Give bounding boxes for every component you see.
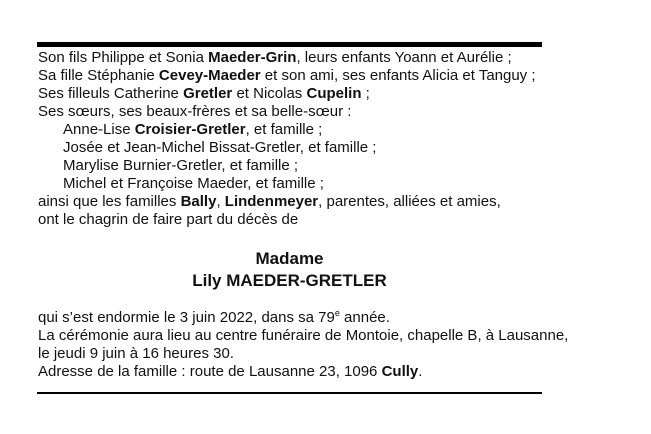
line-text: ont le chagrin de faire part du décès de xyxy=(38,211,299,228)
death-line: qui s’est endormie le 3 juin 2022, dans … xyxy=(38,309,568,327)
details-block: qui s’est endormie le 3 juin 2022, dans … xyxy=(38,309,568,381)
line-text: , xyxy=(216,193,225,210)
family-surname: Gretler xyxy=(183,85,233,102)
line-text: et Nicolas xyxy=(232,85,307,102)
ceremony-line-1: La cérémonie aura lieu au centre funérai… xyxy=(38,327,569,344)
line-text: , leurs enfants Yoann et Aurélie ; xyxy=(296,49,512,66)
family-line: Ses filleuls Catherine Gretler et Nicola… xyxy=(38,85,536,103)
line-text: Marylise Burnier-Gretler, et famille ; xyxy=(63,157,299,174)
address-city: Cully xyxy=(381,363,419,380)
address-line: Adresse de la famille : route de Lausann… xyxy=(38,363,568,381)
family-line: Son fils Philippe et Sonia Maeder-Grin, … xyxy=(38,49,536,67)
line-text: Sa fille Stéphanie xyxy=(38,67,159,84)
bottom-rule xyxy=(37,392,542,394)
line-text: Anne-Lise xyxy=(63,121,135,138)
family-surname: Cupelin xyxy=(306,85,362,102)
line-text: ; xyxy=(361,85,370,102)
family-line: ainsi que les familles Bally, Lindenmeye… xyxy=(38,193,536,211)
family-surname: Bally xyxy=(180,193,217,210)
line-text: Ses sœurs, ses beaux-frères et sa belle-… xyxy=(38,103,352,120)
top-rule xyxy=(37,42,542,47)
family-surname: Maeder-Grin xyxy=(208,49,297,66)
line-text: Josée et Jean-Michel Bissat-Gretler, et … xyxy=(63,139,377,156)
line-text: Ses filleuls Catherine xyxy=(38,85,184,102)
line-text: Michel et Françoise Maeder, et famille ; xyxy=(63,175,324,192)
family-line: ont le chagrin de faire part du décès de xyxy=(38,211,536,229)
family-surname: Cevey-Maeder xyxy=(158,67,261,84)
death-prefix: qui s’est endormie le 3 juin 2022, dans … xyxy=(38,309,335,326)
line-text: ainsi que les familles xyxy=(38,193,181,210)
honorific: Madame xyxy=(255,249,324,268)
death-suffix: année. xyxy=(339,309,390,326)
family-list: Son fils Philippe et Sonia Maeder-Grin, … xyxy=(38,49,536,229)
line-text: et son ami, ses enfants Alicia et Tanguy… xyxy=(260,67,536,84)
ordinal-suffix: e xyxy=(334,308,340,318)
family-line: Ses sœurs, ses beaux-frères et sa belle-… xyxy=(38,103,536,121)
address-suffix: . xyxy=(418,363,423,380)
address-prefix: Adresse de la famille : route de Lausann… xyxy=(38,363,382,380)
line-text: Son fils Philippe et Sonia xyxy=(38,49,209,66)
family-surname: Lindenmeyer xyxy=(224,193,319,210)
family-line: Josée et Jean-Michel Bissat-Gretler, et … xyxy=(38,139,536,157)
family-line: Michel et Françoise Maeder, et famille ; xyxy=(38,175,536,193)
family-line: Anne-Lise Croisier-Gretler, et famille ; xyxy=(38,121,536,139)
deceased-name: Lily MAEDER-GRETLER xyxy=(192,271,387,290)
family-line: Sa fille Stéphanie Cevey-Maeder et son a… xyxy=(38,67,536,85)
ceremony-line-2: le jeudi 9 juin à 16 heures 30. xyxy=(38,345,234,362)
line-text: , parentes, alliées et amies, xyxy=(318,193,501,210)
line-text: , et famille ; xyxy=(245,121,323,138)
family-surname: Croisier-Gretler xyxy=(134,121,246,138)
family-line: Marylise Burnier-Gretler, et famille ; xyxy=(38,157,536,175)
